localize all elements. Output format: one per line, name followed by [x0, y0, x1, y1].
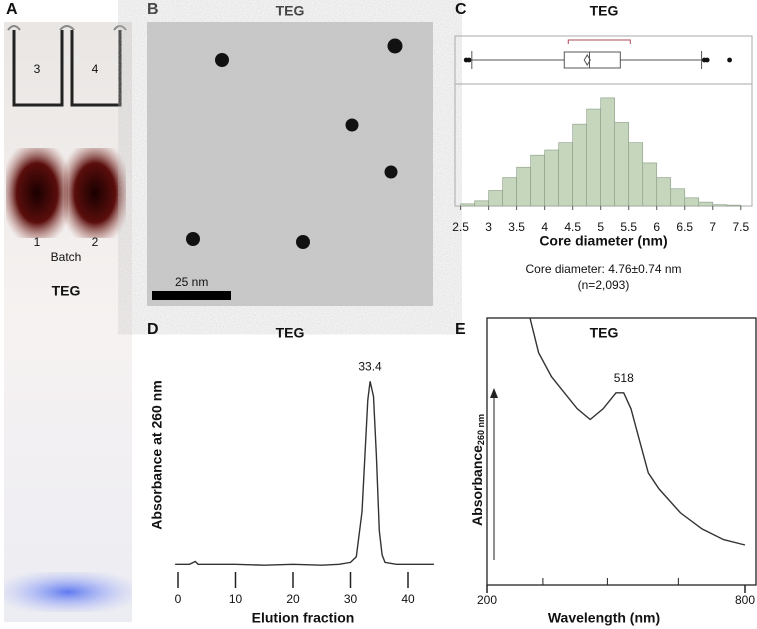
y-axis-label: Absorbance at 260 nm	[149, 380, 165, 529]
hist-bar	[670, 188, 686, 207]
dye-band	[4, 572, 132, 612]
outlier	[727, 57, 732, 63]
gel-image	[4, 22, 132, 622]
data-line	[529, 318, 746, 546]
hist-bar	[600, 97, 616, 207]
hist-bar	[586, 108, 601, 207]
mean-diamond	[583, 54, 591, 66]
x-tick-label: 6.5	[676, 220, 693, 234]
scale-bar	[152, 291, 231, 300]
chart-title: TEG	[590, 3, 619, 19]
y-axis-label: Absorbance260 nm	[469, 414, 487, 526]
wells	[12, 30, 122, 107]
hist-bar	[572, 123, 587, 207]
data-line	[175, 381, 434, 566]
x-tick-label: 40	[401, 592, 415, 606]
hist-bar	[488, 190, 503, 207]
peak-label: 33.4	[358, 360, 382, 374]
x-axis-label: Core diameter (nm)	[539, 233, 667, 249]
x-tick-label: 3.5	[508, 220, 525, 234]
scale-bar-label: 25 nm	[175, 275, 208, 289]
hist-bar	[474, 200, 489, 207]
note: Core diameter: 4.76±0.74 nm	[526, 262, 682, 276]
note: (n=2,093)	[578, 278, 630, 292]
x-tick-label: 6	[653, 220, 660, 234]
gel-band	[64, 148, 126, 238]
image-title: TEG	[276, 3, 305, 19]
hist-bar	[530, 154, 545, 207]
chart-title: TEG	[276, 325, 305, 341]
hist-bar	[544, 149, 559, 207]
hist-bar	[642, 162, 658, 207]
x-tick-label: 20	[286, 592, 300, 606]
hist-bar	[516, 166, 531, 207]
x-tick-label: 4	[541, 220, 548, 234]
x-tick-label: 30	[344, 592, 358, 606]
x-tick-label: 5	[597, 220, 604, 234]
hist-bar	[698, 201, 714, 207]
outlier	[466, 57, 472, 63]
x-axis-label: Wavelength (nm)	[548, 610, 660, 626]
x-tick-label: 10	[229, 592, 243, 606]
plot-frame	[486, 317, 757, 586]
chart-title: TEG	[590, 325, 619, 341]
well-label: 4	[92, 62, 99, 76]
lane-label: 2	[92, 235, 99, 249]
y-axis-label-sub: 260 nm	[476, 414, 486, 445]
hist-bar	[684, 197, 700, 207]
arrow-head	[490, 388, 498, 398]
panel-label: B	[147, 1, 159, 18]
x-tick-label: 200	[477, 593, 497, 607]
hist-bar	[726, 204, 742, 207]
outlier	[704, 57, 710, 63]
box	[563, 51, 621, 69]
gel-caption: TEG	[52, 283, 81, 299]
panel-label: D	[147, 321, 159, 338]
hist-bar	[502, 177, 517, 207]
hist-bar	[656, 177, 672, 207]
x-tick-label: 4.5	[564, 220, 581, 234]
lane-title: Batch	[51, 250, 82, 264]
panel-label: C	[455, 1, 467, 18]
well-label: 3	[34, 62, 41, 76]
x-tick-label: 7	[709, 220, 716, 234]
peak-label: 518	[614, 371, 634, 385]
y-axis-label-main: Absorbance	[469, 445, 485, 526]
x-tick-label: 2.5	[452, 220, 469, 234]
hist-bar	[558, 142, 573, 207]
x-axis-label: Elution fraction	[252, 610, 355, 626]
mean-bracket	[567, 39, 631, 44]
hist-bar	[628, 142, 644, 207]
particles	[186, 38, 403, 249]
hist-bar	[614, 122, 630, 207]
gel-band	[6, 148, 68, 238]
x-tick-label: 0	[175, 592, 182, 606]
x-tick-label: 7.5	[732, 220, 749, 234]
panel-label: E	[455, 321, 466, 338]
panel-label: A	[6, 1, 18, 18]
lane-label: 1	[34, 235, 41, 249]
x-tick-label: 800	[735, 593, 755, 607]
hist-bar	[460, 203, 475, 207]
tem-texture	[147, 22, 433, 306]
x-tick-label: 5.5	[620, 220, 637, 234]
x-tick-label: 3	[485, 220, 492, 234]
well-rims	[7, 25, 127, 31]
hist-bar	[712, 204, 728, 207]
